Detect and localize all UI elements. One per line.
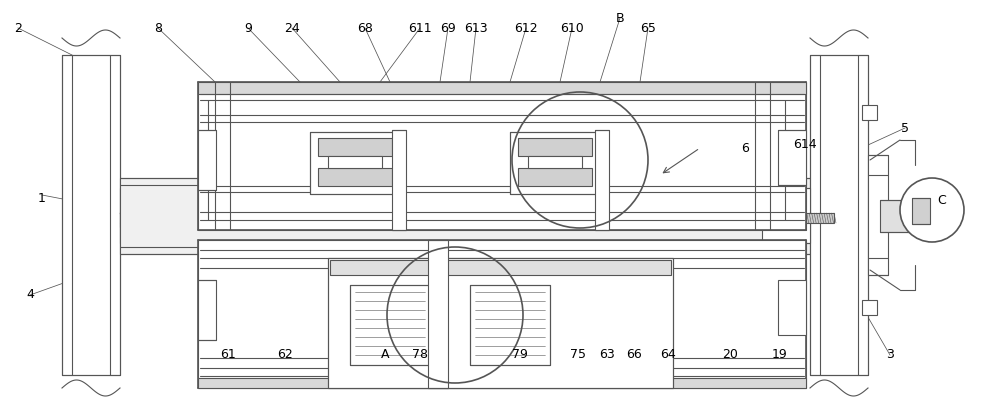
- Text: 5: 5: [901, 122, 909, 134]
- Bar: [120, 188, 148, 243]
- Text: 3: 3: [886, 348, 894, 361]
- Bar: [880, 200, 915, 232]
- Bar: [762, 188, 810, 243]
- Text: B: B: [616, 12, 624, 24]
- Bar: [518, 138, 592, 156]
- Text: 66: 66: [626, 348, 642, 361]
- Text: 612: 612: [514, 22, 538, 34]
- Bar: [198, 130, 216, 190]
- Text: C: C: [938, 194, 946, 207]
- Bar: [328, 156, 382, 168]
- Text: 69: 69: [440, 22, 456, 34]
- Bar: [428, 240, 448, 388]
- Bar: [510, 132, 600, 194]
- Text: 65: 65: [640, 22, 656, 34]
- Bar: [778, 130, 806, 185]
- Bar: [778, 280, 806, 335]
- Bar: [518, 168, 592, 186]
- Text: 613: 613: [464, 22, 488, 34]
- Text: 20: 20: [722, 348, 738, 361]
- Text: 68: 68: [357, 22, 373, 34]
- Bar: [328, 258, 673, 388]
- Text: 8: 8: [154, 22, 162, 34]
- Text: 61: 61: [220, 348, 236, 361]
- Text: 2: 2: [14, 22, 22, 34]
- Text: 62: 62: [277, 348, 293, 361]
- Text: 64: 64: [660, 348, 676, 361]
- Circle shape: [900, 178, 964, 242]
- Text: 75: 75: [570, 348, 586, 361]
- Text: 78: 78: [412, 348, 428, 361]
- Text: 614: 614: [793, 138, 817, 152]
- Bar: [198, 378, 806, 388]
- Bar: [318, 138, 392, 156]
- Text: 610: 610: [560, 22, 584, 34]
- Bar: [310, 132, 400, 194]
- Bar: [868, 155, 888, 275]
- Bar: [120, 213, 192, 223]
- Bar: [120, 178, 880, 254]
- Bar: [810, 55, 868, 375]
- Text: 6: 6: [741, 142, 749, 154]
- Text: 63: 63: [599, 348, 615, 361]
- Bar: [350, 285, 430, 365]
- Bar: [62, 55, 120, 375]
- Bar: [318, 168, 392, 186]
- Bar: [198, 240, 806, 388]
- Bar: [595, 130, 609, 230]
- Bar: [120, 223, 192, 227]
- Bar: [198, 82, 806, 94]
- Bar: [470, 285, 550, 365]
- Text: A: A: [381, 348, 389, 361]
- Text: 9: 9: [244, 22, 252, 34]
- Bar: [912, 198, 930, 224]
- Text: 1: 1: [38, 192, 46, 205]
- Text: 4: 4: [26, 288, 34, 302]
- Bar: [528, 156, 582, 168]
- Bar: [330, 260, 671, 275]
- Text: 19: 19: [772, 348, 788, 361]
- Bar: [392, 130, 406, 230]
- Text: 611: 611: [408, 22, 432, 34]
- Bar: [762, 213, 834, 223]
- Bar: [862, 105, 877, 120]
- Bar: [198, 82, 806, 230]
- Bar: [862, 300, 877, 315]
- Text: 79: 79: [512, 348, 528, 361]
- Text: 24: 24: [284, 22, 300, 34]
- Bar: [198, 280, 216, 340]
